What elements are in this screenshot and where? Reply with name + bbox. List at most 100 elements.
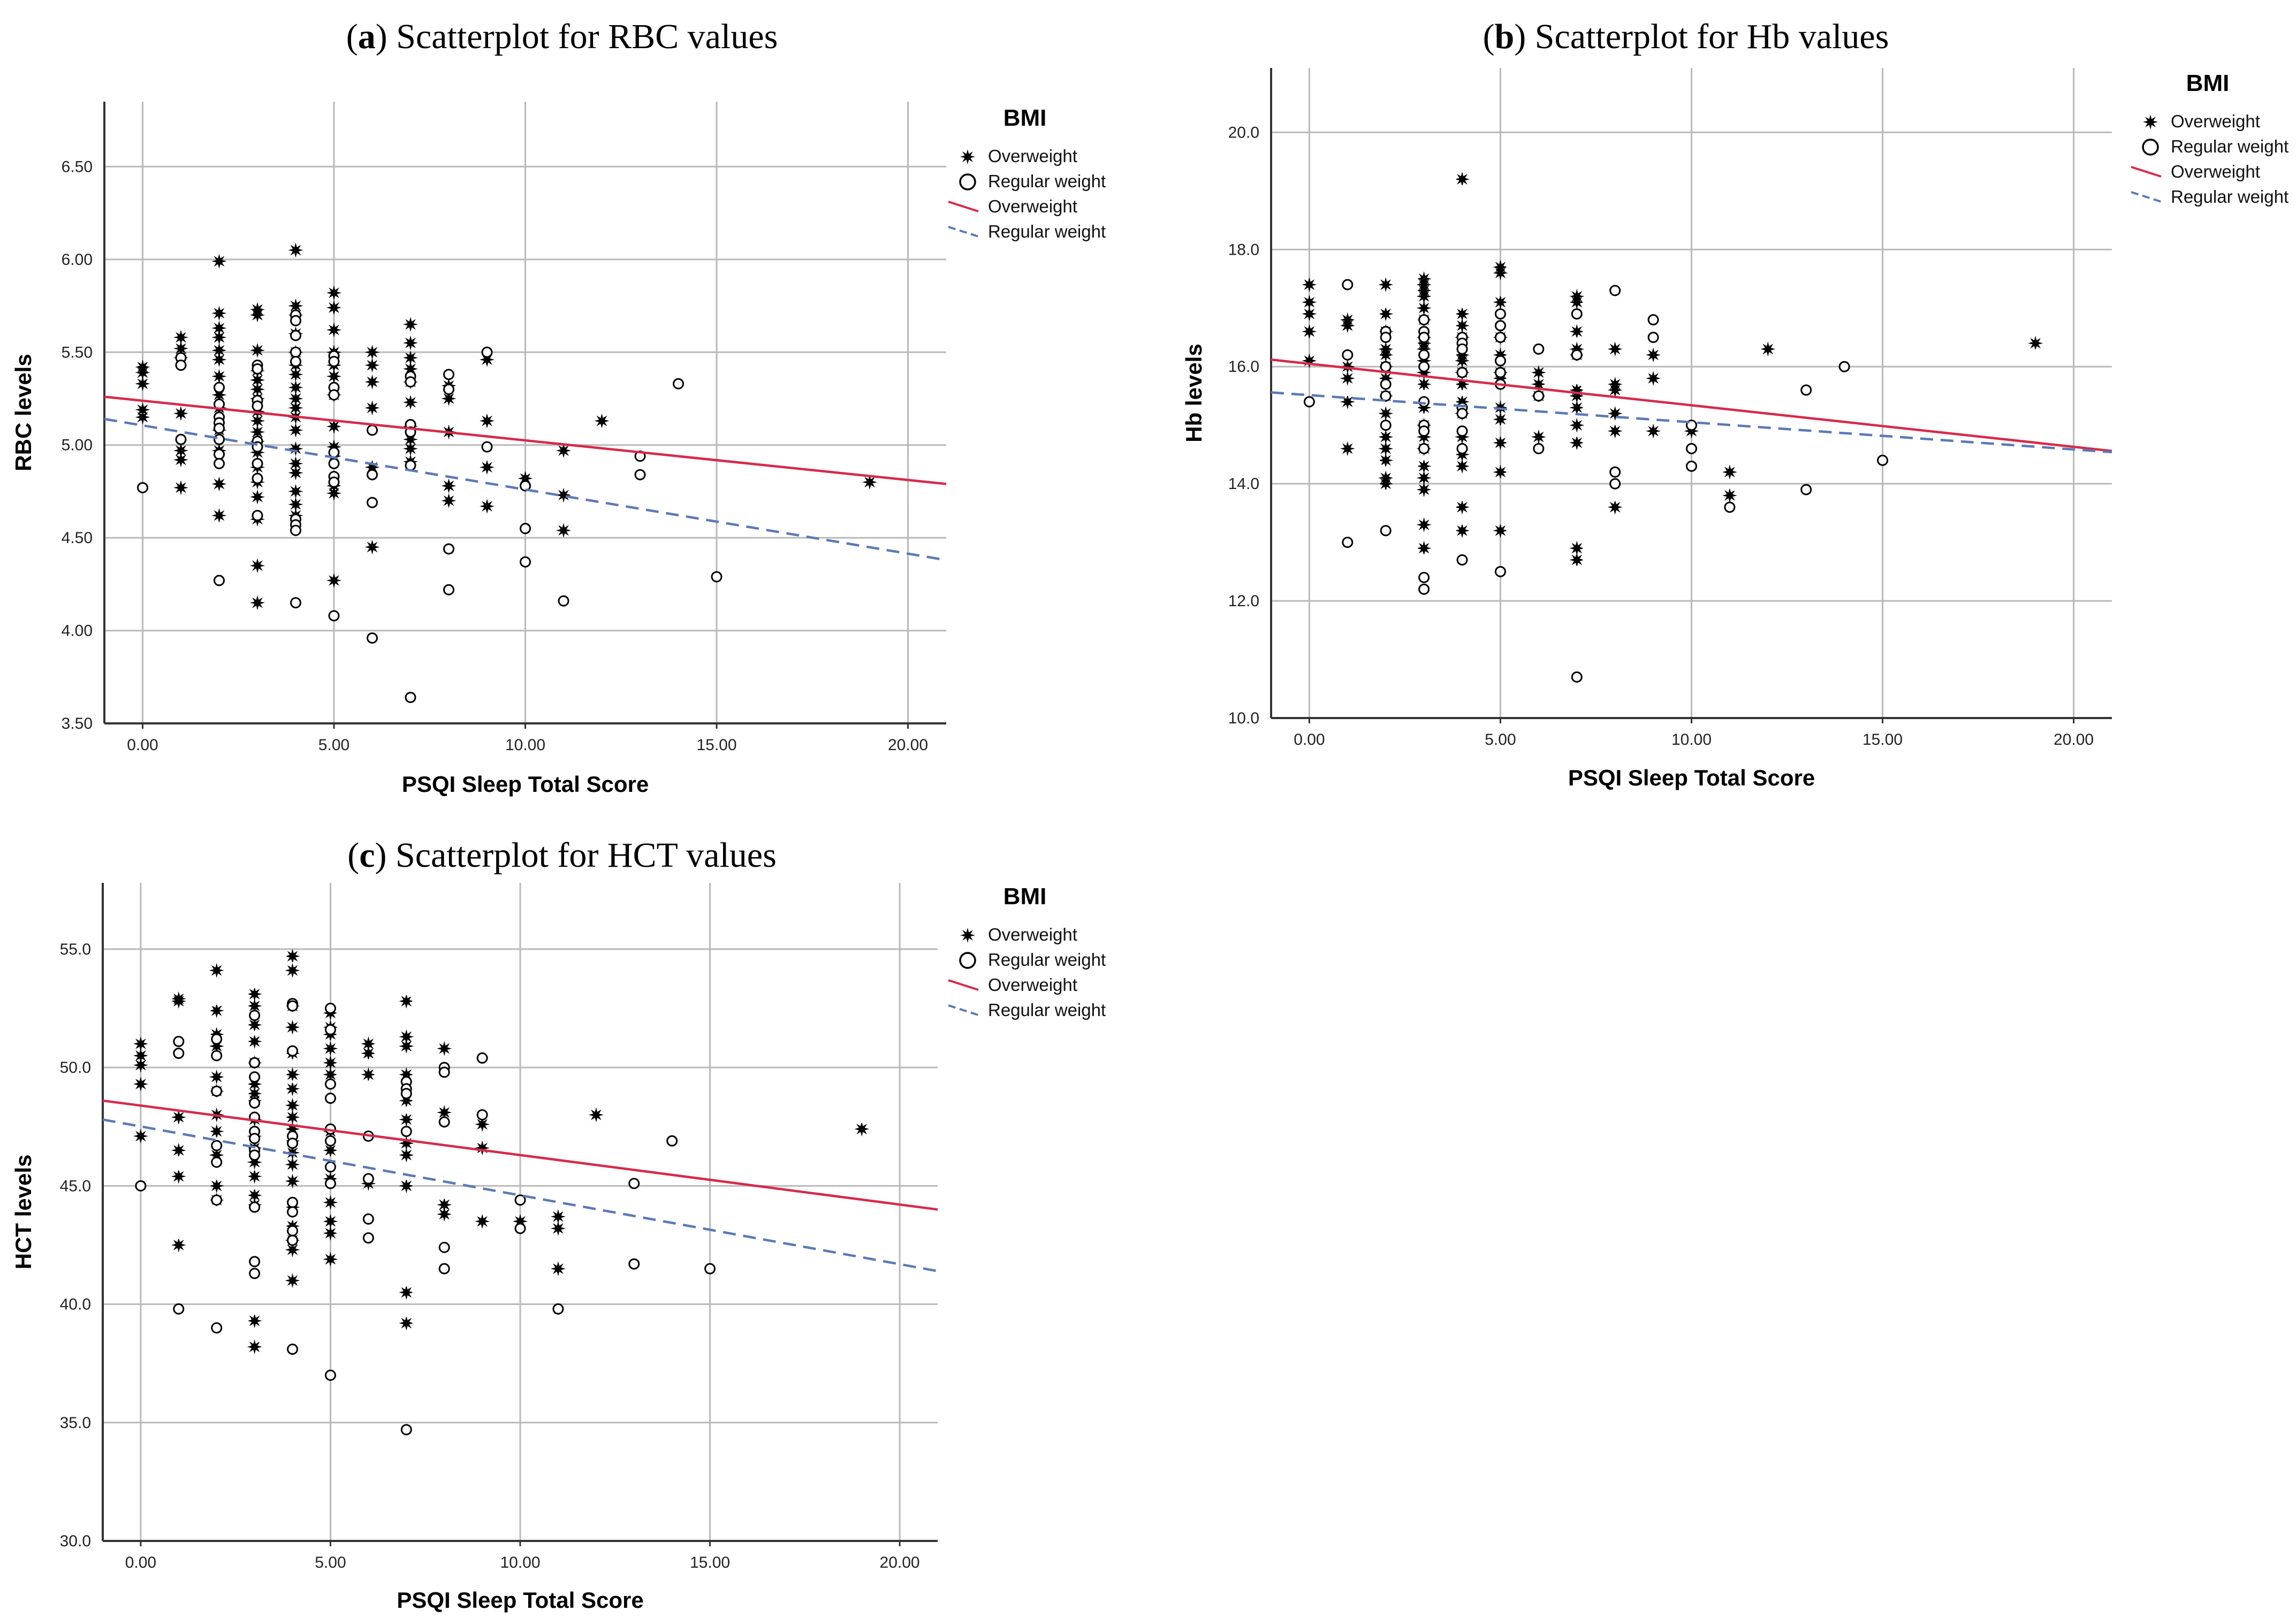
data-point-regular bbox=[1686, 460, 1697, 472]
data-point-regular bbox=[1724, 501, 1736, 513]
data-point-regular bbox=[1418, 314, 1430, 326]
data-point-regular bbox=[290, 346, 301, 358]
x-tick-label: 5.00 bbox=[315, 1554, 346, 1571]
data-point-regular bbox=[1609, 285, 1621, 296]
data-point-overweight bbox=[285, 1019, 300, 1035]
x-tick-label: 0.00 bbox=[1294, 731, 1325, 749]
data-point-regular bbox=[173, 1048, 185, 1059]
data-point-regular bbox=[1456, 425, 1468, 437]
data-point-regular bbox=[362, 1173, 374, 1185]
data-point-overweight bbox=[1531, 365, 1546, 380]
y-tick-label: 14.0 bbox=[1228, 475, 1259, 493]
data-point-overweight bbox=[135, 376, 150, 392]
legend-title: BMI bbox=[1003, 105, 1047, 131]
data-point-overweight bbox=[1493, 437, 1507, 451]
data-point-regular bbox=[438, 1263, 450, 1274]
data-point-regular bbox=[1494, 320, 1506, 332]
x-tick-label: 5.00 bbox=[1485, 731, 1516, 749]
data-point-regular bbox=[252, 457, 263, 469]
data-point-overweight bbox=[173, 480, 188, 495]
data-point-overweight bbox=[480, 413, 495, 429]
data-point-regular bbox=[214, 575, 225, 586]
data-point-overweight bbox=[286, 1082, 300, 1096]
data-point-regular bbox=[290, 524, 301, 536]
data-point-overweight bbox=[399, 995, 413, 1009]
data-point-regular bbox=[249, 1256, 261, 1268]
fit-line-overweight bbox=[1271, 358, 2112, 453]
legend: BMI Overweight Regular weight Overweight Reg… bbox=[948, 105, 1106, 241]
fit-line-regular bbox=[1271, 391, 2112, 454]
data-point-regular bbox=[1533, 442, 1545, 454]
data-point-regular bbox=[1647, 332, 1659, 344]
x-tick-label: 5.00 bbox=[318, 736, 349, 754]
data-point-overweight bbox=[1378, 277, 1394, 292]
data-point-overweight bbox=[441, 391, 457, 406]
y-tick-label: 55.0 bbox=[60, 941, 91, 958]
data-point-regular bbox=[1647, 314, 1659, 326]
title-text: Scatterplot for Hb values bbox=[1535, 17, 1889, 56]
data-point-regular bbox=[1494, 332, 1506, 344]
data-point-overweight bbox=[1569, 400, 1583, 414]
data-point-regular bbox=[1609, 466, 1621, 478]
data-point-regular bbox=[1418, 361, 1430, 372]
data-point-overweight bbox=[1380, 453, 1394, 467]
x-tick-label: 20.00 bbox=[2054, 731, 2094, 749]
legend-dashed-line-icon bbox=[948, 1004, 979, 1016]
data-point-overweight bbox=[1340, 441, 1355, 456]
data-point-regular bbox=[287, 1138, 299, 1149]
data-point-regular bbox=[1380, 525, 1392, 537]
data-point-regular bbox=[1418, 442, 1430, 454]
legend-circle-icon bbox=[959, 952, 976, 969]
data-point-regular bbox=[211, 1140, 223, 1151]
data-point-overweight bbox=[441, 478, 457, 493]
data-point-regular bbox=[287, 1344, 299, 1355]
data-point-overweight bbox=[250, 489, 265, 505]
y-tick-label: 50.0 bbox=[60, 1059, 91, 1077]
data-point-overweight bbox=[209, 1069, 224, 1085]
data-point-overweight bbox=[323, 1055, 337, 1069]
data-point-overweight bbox=[326, 419, 341, 434]
y-tick-label: 18.0 bbox=[1228, 241, 1259, 258]
data-point-overweight bbox=[1760, 341, 1776, 357]
data-point-overweight bbox=[285, 1097, 300, 1113]
data-point-regular bbox=[443, 384, 454, 395]
y-tick-label: 12.0 bbox=[1228, 592, 1259, 610]
data-point-regular bbox=[328, 476, 340, 488]
data-point-overweight bbox=[854, 1123, 870, 1137]
data-point-regular bbox=[1533, 390, 1545, 402]
data-point-overweight bbox=[364, 345, 380, 360]
data-point-overweight bbox=[1418, 460, 1432, 474]
legend-label: Overweight bbox=[988, 975, 1077, 995]
data-point-overweight bbox=[248, 1315, 262, 1329]
data-point-overweight bbox=[1380, 347, 1394, 361]
data-point-overweight bbox=[1378, 406, 1394, 421]
data-point-regular bbox=[173, 1303, 185, 1315]
data-point-regular bbox=[362, 1213, 374, 1225]
data-point-overweight bbox=[1378, 429, 1394, 445]
data-point-regular bbox=[1380, 378, 1392, 390]
data-point-overweight bbox=[288, 484, 303, 499]
data-point-regular bbox=[211, 1085, 223, 1097]
data-point-overweight bbox=[403, 335, 418, 350]
data-point-regular bbox=[249, 1097, 261, 1109]
data-point-regular bbox=[628, 1178, 640, 1189]
data-point-overweight bbox=[475, 1213, 490, 1229]
legend-label: Regular weight bbox=[2171, 136, 2289, 156]
data-point-overweight bbox=[285, 963, 300, 978]
y-tick-label: 40.0 bbox=[60, 1296, 91, 1314]
y-tick-label: 5.00 bbox=[62, 437, 93, 454]
series-regular-weight bbox=[137, 309, 723, 703]
data-point-overweight bbox=[133, 1057, 148, 1073]
data-point-regular bbox=[520, 480, 531, 492]
data-point-overweight bbox=[862, 475, 877, 490]
data-point-overweight bbox=[1493, 464, 1507, 478]
series-overweight bbox=[1302, 172, 2043, 566]
series-regular-weight bbox=[135, 998, 716, 1436]
data-point-regular bbox=[552, 1303, 564, 1315]
data-point-overweight bbox=[173, 452, 188, 468]
data-point-regular bbox=[1494, 308, 1506, 320]
data-point-overweight bbox=[1456, 308, 1470, 322]
data-point-regular bbox=[711, 571, 723, 583]
x-tick-label: 15.00 bbox=[690, 1554, 730, 1571]
data-point-regular bbox=[324, 1135, 336, 1147]
